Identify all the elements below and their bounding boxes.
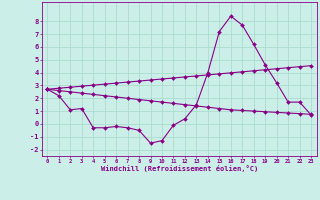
X-axis label: Windchill (Refroidissement éolien,°C): Windchill (Refroidissement éolien,°C) xyxy=(100,165,258,172)
